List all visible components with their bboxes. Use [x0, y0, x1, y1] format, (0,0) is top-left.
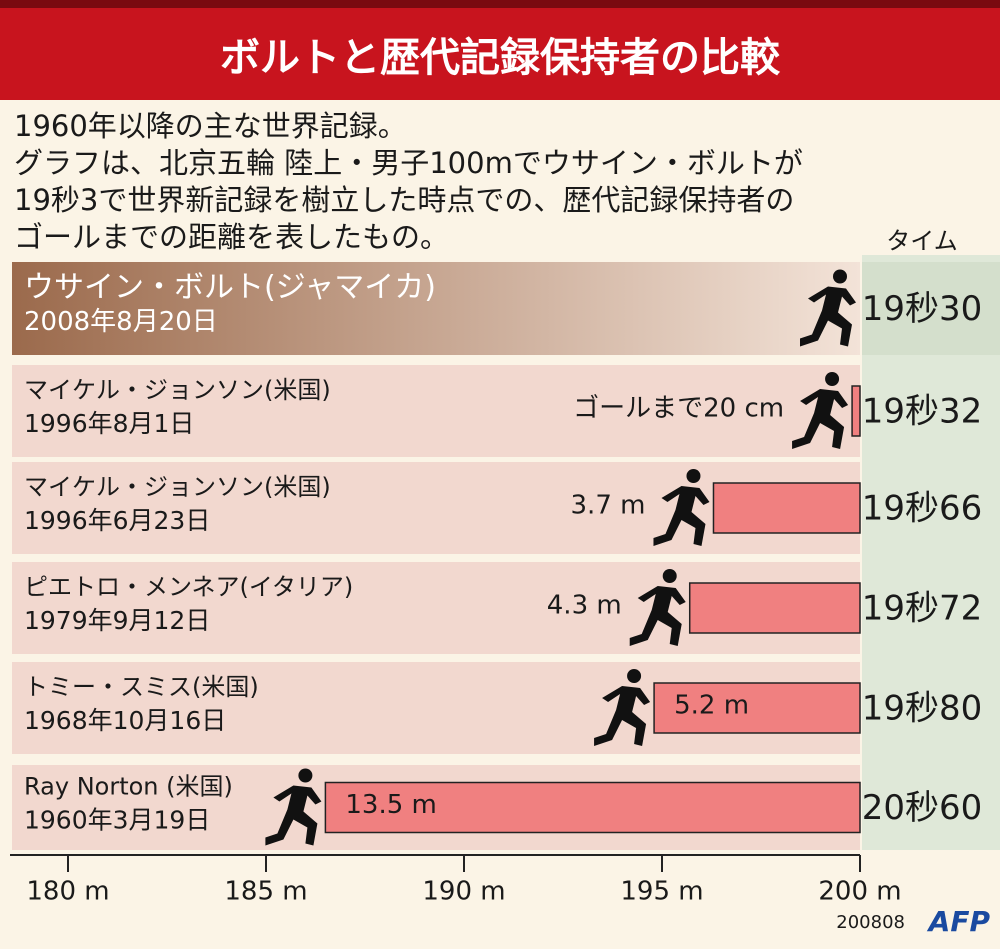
- time-label: 19秒30: [862, 289, 983, 329]
- row-background: [12, 365, 860, 457]
- bar: [653, 682, 861, 734]
- bar: [712, 482, 861, 534]
- header-band: [0, 0, 1000, 100]
- value-label: 3.7 m: [571, 491, 646, 521]
- bar: [324, 781, 861, 834]
- time-header: タイム: [886, 227, 958, 255]
- row-background: [12, 262, 860, 355]
- chart-title: ボルトと歴代記録保持者の比較: [220, 35, 781, 81]
- subtitle-line: ゴールまでの距離を表したもの。: [14, 220, 449, 254]
- credit: 200808: [836, 912, 905, 933]
- subtitle-line: 1960年以降の主な世界記録。: [14, 109, 407, 143]
- header-edge: [0, 0, 1000, 8]
- row-name: トミー・スミス(米国): [24, 673, 259, 701]
- row-date: 1996年8月1日: [24, 409, 194, 438]
- row-name: ウサイン・ボルト(ジャマイカ): [24, 270, 436, 305]
- bar: [688, 582, 861, 634]
- row-date: 2008年8月20日: [24, 307, 218, 337]
- time-label: 19秒80: [862, 689, 983, 729]
- time-label: 20秒60: [862, 788, 983, 828]
- value-label: 13.5 m: [345, 790, 436, 820]
- subtitle-line: グラフは、北京五輪 陸上・男子100mでウサイン・ボルトが: [14, 146, 803, 180]
- value-label: 5.2 m: [674, 691, 749, 721]
- x-tick-label: 180 m: [26, 877, 109, 907]
- row-date: 1996年6月23日: [24, 506, 210, 535]
- time-label: 19秒32: [862, 392, 983, 432]
- row-date: 1960年3月19日: [24, 806, 210, 835]
- x-tick-label: 190 m: [422, 877, 505, 907]
- time-highlight: [862, 262, 1000, 355]
- time-label: 19秒66: [862, 489, 983, 529]
- row-name: ピエトロ・メンネア(イタリア): [24, 573, 353, 601]
- row-date: 1968年10月16日: [24, 706, 226, 735]
- row-name: マイケル・ジョンソン(米国): [24, 473, 331, 501]
- x-tick-label: 185 m: [224, 877, 307, 907]
- row-name: Ray Norton (米国): [24, 773, 233, 801]
- value-label: ゴールまで20 cm: [573, 394, 784, 424]
- value-label: 4.3 m: [547, 591, 622, 621]
- x-tick-label: 200 m: [818, 877, 901, 907]
- source: AFP: [927, 905, 991, 938]
- time-label: 19秒72: [862, 589, 983, 629]
- row-date: 1979年9月12日: [24, 606, 210, 635]
- x-tick-label: 195 m: [620, 877, 703, 907]
- bar: [851, 385, 861, 437]
- subtitle-line: 19秒3で世界新記録を樹立した時点での、歴代記録保持者の: [14, 183, 794, 217]
- row-name: マイケル・ジョンソン(米国): [24, 376, 331, 404]
